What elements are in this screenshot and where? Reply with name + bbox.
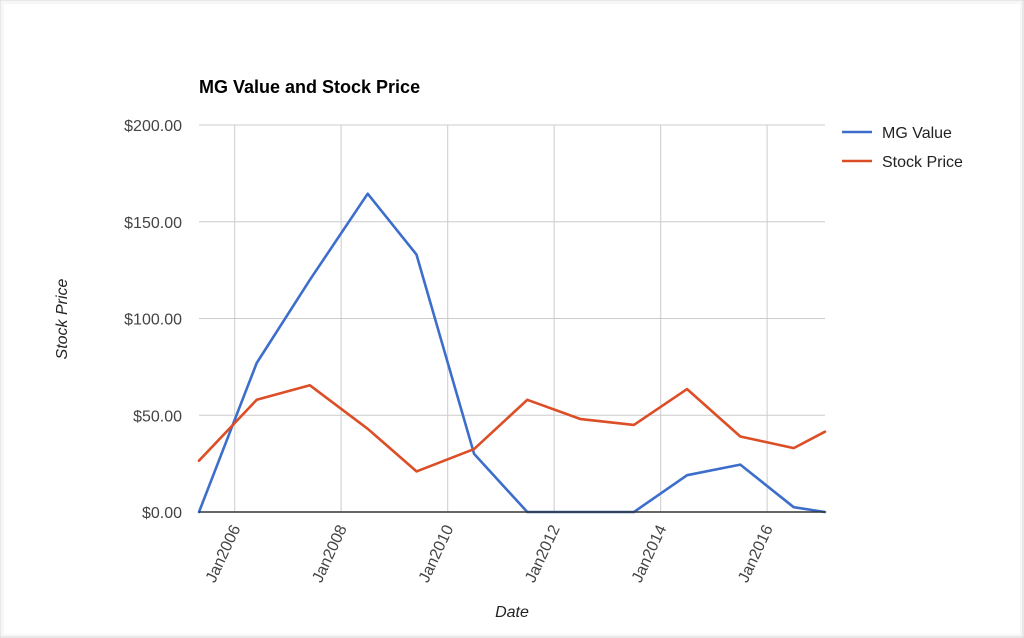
- legend-label: Stock Price: [882, 154, 963, 171]
- y-tick-label: $50.00: [133, 408, 182, 425]
- x-axis-title: Date: [495, 604, 529, 621]
- y-axis-tick-labels: $0.00 $50.00 $100.00 $150.00 $200.00: [124, 118, 182, 522]
- y-tick-label: $0.00: [142, 505, 182, 522]
- y-axis-title: Stock Price: [54, 278, 71, 359]
- y-tick-label: $100.00: [124, 312, 182, 329]
- chart-title: MG Value and Stock Price: [199, 77, 420, 97]
- legend-label: MG Value: [882, 125, 952, 142]
- vertical-gridlines: [234, 125, 768, 512]
- legend: MG Value Stock Price: [842, 125, 963, 171]
- series-line-stock-price: [197, 383, 827, 473]
- y-tick-label: $200.00: [124, 118, 182, 135]
- y-tick-label: $150.00: [124, 215, 182, 232]
